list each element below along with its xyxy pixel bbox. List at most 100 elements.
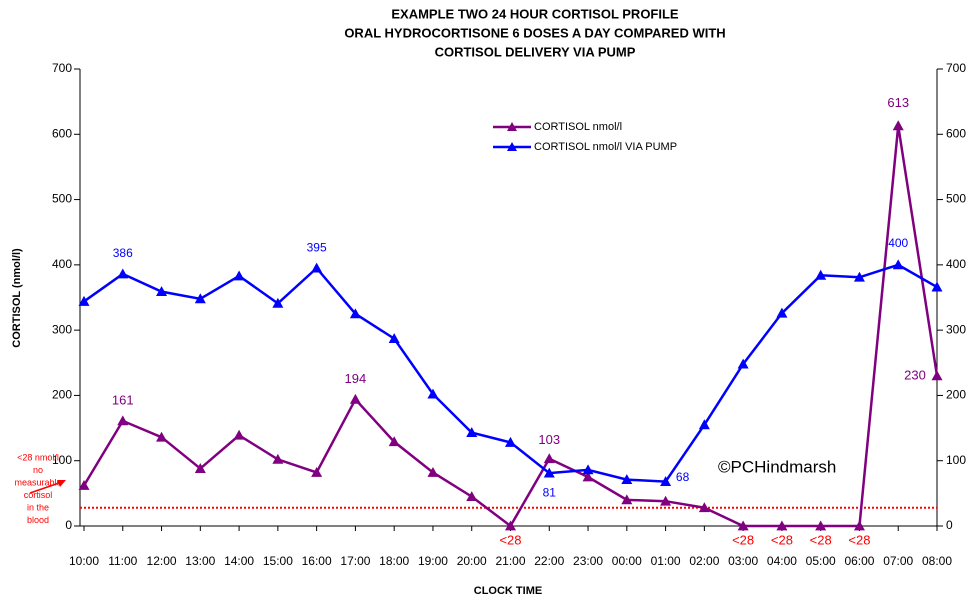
- y2-tick-label: 500: [946, 192, 966, 206]
- value-label: 386: [113, 246, 133, 260]
- marker: [543, 467, 555, 478]
- marker: [272, 297, 284, 308]
- x-tick-label: 23:00: [573, 554, 603, 568]
- value-label: <28: [848, 532, 870, 547]
- y-tick-label: 600: [52, 126, 72, 140]
- y-tick-label: 0: [65, 518, 72, 532]
- x-tick-label: 06:00: [844, 554, 874, 568]
- marker: [815, 269, 827, 280]
- marker: [621, 474, 633, 485]
- chart-title: ORAL HYDROCORTISONE 6 DOSES A DAY COMPAR…: [344, 25, 725, 40]
- x-tick-label: 13:00: [185, 554, 215, 568]
- x-tick-label: 21:00: [495, 554, 525, 568]
- marker: [582, 471, 594, 482]
- chart-title: CORTISOL DELIVERY VIA PUMP: [435, 44, 636, 59]
- watermark: ©PCHindmarsh: [718, 457, 836, 476]
- x-tick-label: 04:00: [767, 554, 797, 568]
- marker: [233, 270, 245, 281]
- marker: [505, 520, 516, 531]
- y-axis-label: CORTISOL (nmol/l): [11, 248, 23, 348]
- legend-label: CORTISOL nmol/l: [534, 121, 622, 133]
- value-label: 194: [345, 371, 367, 386]
- marker: [349, 308, 361, 319]
- chart-title: EXAMPLE TWO 24 HOUR CORTISOL PROFILE: [391, 6, 679, 21]
- marker: [698, 419, 710, 430]
- y-tick-label: 200: [52, 388, 72, 402]
- y-tick-label: 500: [52, 192, 72, 206]
- marker: [737, 358, 749, 369]
- x-tick-label: 19:00: [418, 554, 448, 568]
- marker: [698, 502, 710, 513]
- x-tick-label: 11:00: [108, 554, 137, 568]
- x-tick-label: 01:00: [651, 554, 681, 568]
- x-tick-label: 10:00: [69, 554, 99, 568]
- marker: [194, 293, 206, 304]
- marker: [272, 453, 284, 464]
- y2-tick-label: 300: [946, 322, 966, 336]
- marker: [931, 370, 943, 381]
- annotation: blood: [27, 515, 49, 525]
- marker: [892, 259, 904, 270]
- marker: [660, 476, 672, 487]
- marker: [156, 431, 168, 442]
- x-tick-label: 18:00: [379, 554, 409, 568]
- annotation: <28 nmol/l: [17, 452, 59, 462]
- legend-marker: [507, 122, 517, 131]
- annotation-arrow: [29, 481, 63, 494]
- annotation: no: [33, 465, 43, 475]
- marker: [233, 429, 245, 440]
- marker: [737, 520, 749, 531]
- marker: [117, 268, 129, 279]
- y-tick-label: 400: [52, 257, 72, 271]
- x-tick-label: 15:00: [263, 554, 293, 568]
- annotation: cortisol: [24, 490, 53, 500]
- marker: [466, 491, 478, 502]
- marker: [311, 466, 323, 477]
- y-tick-label: 700: [52, 61, 72, 75]
- marker: [427, 388, 439, 399]
- marker: [505, 436, 516, 447]
- x-tick-label: 08:00: [922, 554, 952, 568]
- marker: [156, 286, 168, 297]
- marker: [311, 262, 323, 273]
- x-axis-label: CLOCK TIME: [474, 585, 542, 597]
- y2-tick-label: 0: [946, 518, 953, 532]
- value-label: 161: [112, 392, 134, 407]
- y2-tick-label: 700: [946, 61, 966, 75]
- annotation: in the: [27, 502, 49, 512]
- marker: [582, 464, 594, 475]
- marker: [194, 463, 206, 473]
- value-label: 103: [538, 432, 560, 447]
- marker: [388, 333, 400, 344]
- value-label: <28: [732, 532, 754, 547]
- marker: [815, 520, 827, 531]
- marker: [349, 393, 361, 404]
- x-tick-label: 03:00: [728, 554, 758, 568]
- value-label: 81: [543, 485, 557, 499]
- x-tick-label: 17:00: [340, 554, 370, 568]
- marker: [931, 281, 943, 292]
- x-tick-label: 16:00: [302, 554, 332, 568]
- marker: [621, 494, 633, 505]
- marker: [466, 427, 478, 438]
- marker: [660, 495, 672, 506]
- marker: [78, 480, 90, 490]
- y2-tick-label: 600: [946, 126, 966, 140]
- marker: [776, 307, 788, 318]
- value-label: 68: [676, 470, 690, 484]
- annotation: measurable: [14, 477, 61, 487]
- x-tick-label: 12:00: [147, 554, 177, 568]
- marker: [776, 520, 788, 531]
- value-label: 395: [307, 240, 327, 254]
- value-label: 230: [904, 367, 926, 382]
- x-tick-label: 20:00: [457, 554, 487, 568]
- value-label: <28: [499, 532, 521, 547]
- value-label: 613: [887, 95, 909, 110]
- marker: [543, 453, 555, 464]
- x-tick-label: 05:00: [806, 554, 836, 568]
- series-line: [83, 263, 938, 483]
- marker: [853, 271, 865, 282]
- annotation-arrowhead: [57, 480, 66, 487]
